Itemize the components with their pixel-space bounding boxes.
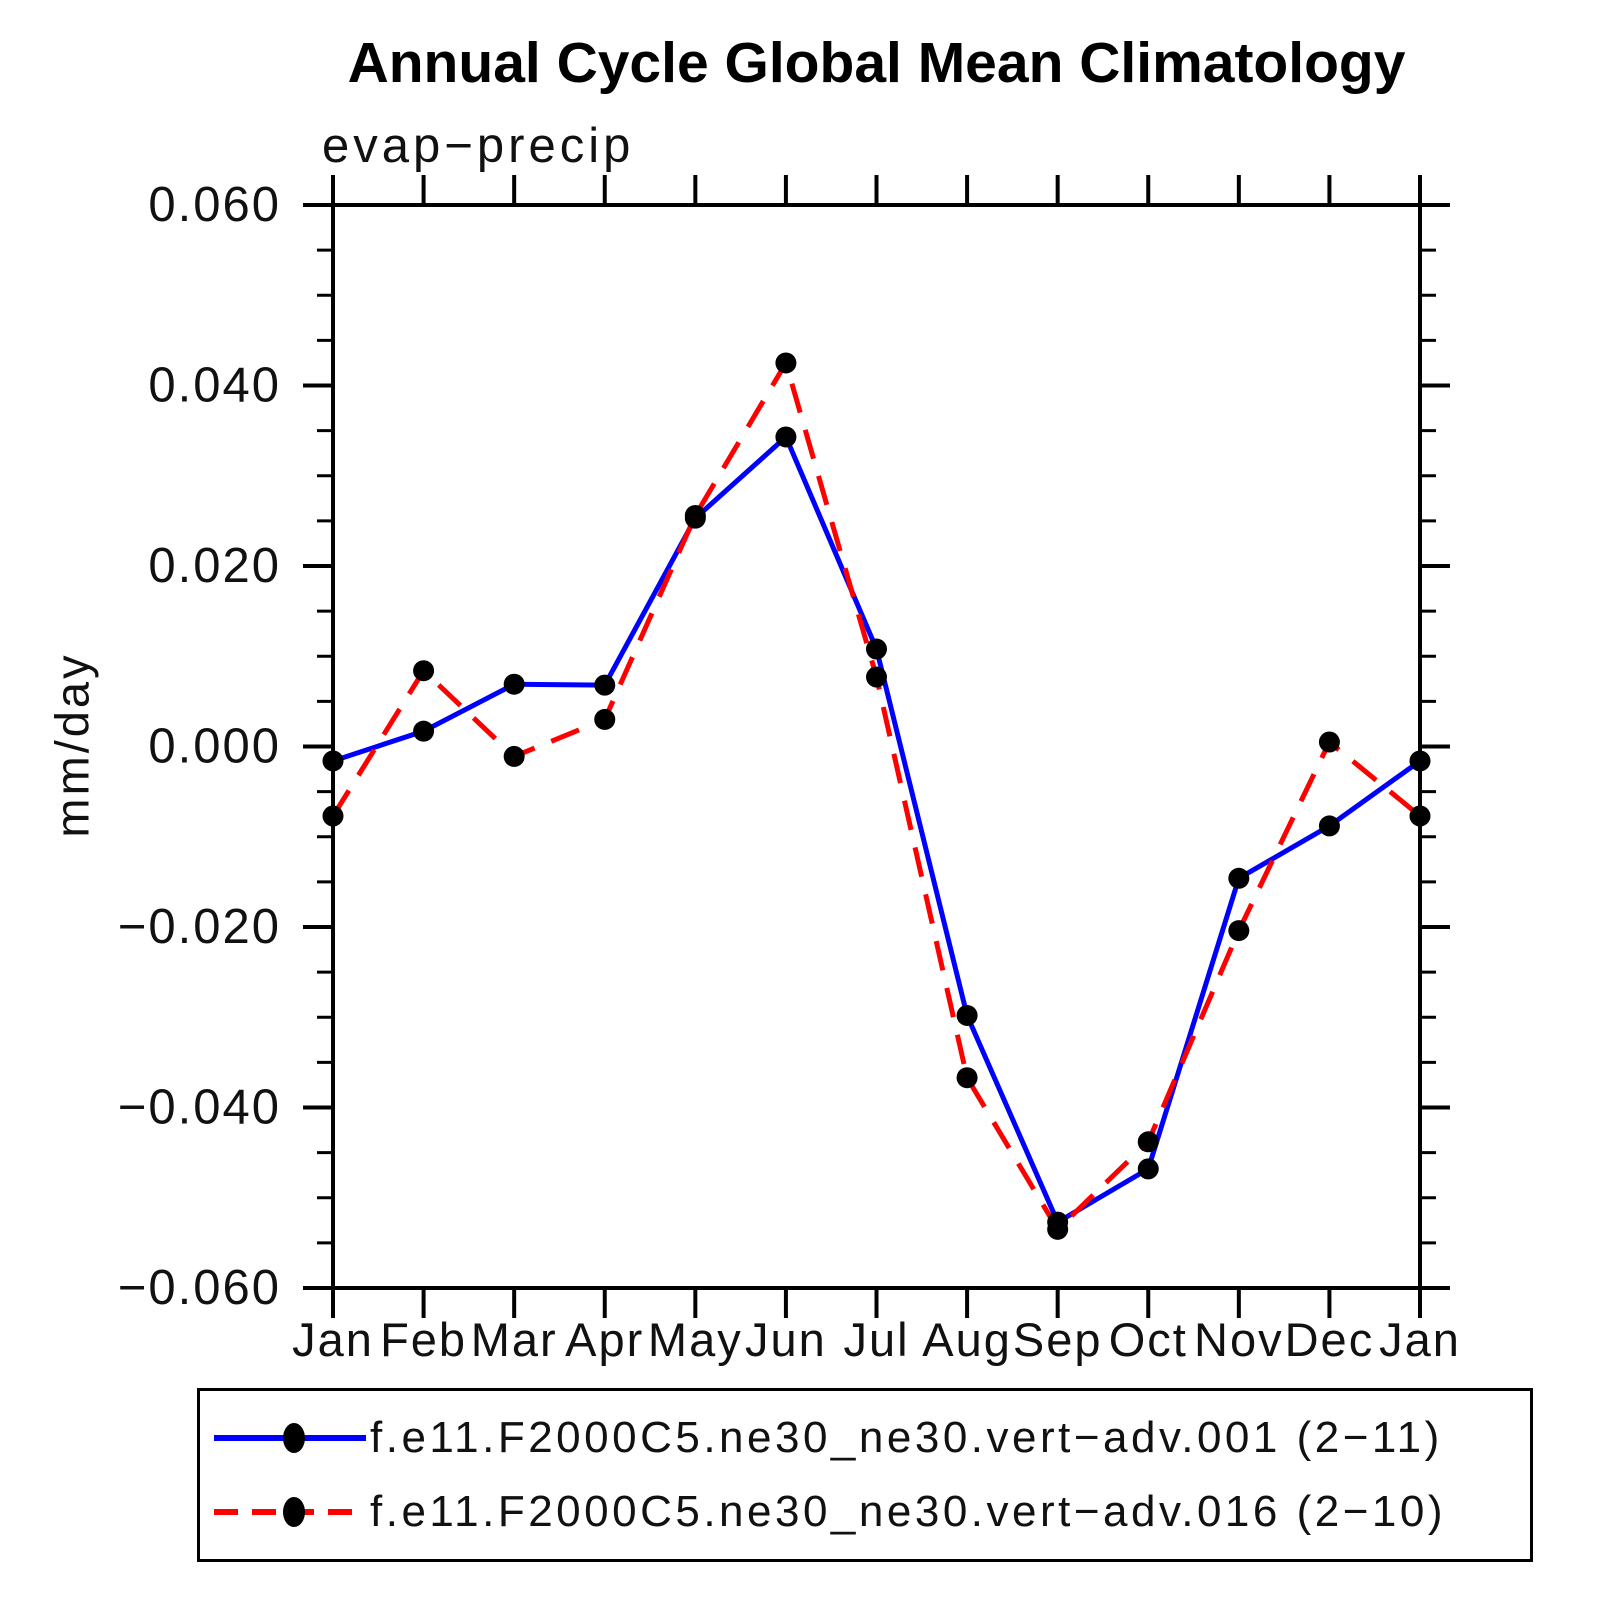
legend-row: f.e11.F2000C5.ne30_ne30.vert−adv.016 (2−… [210, 1480, 1530, 1544]
x-tick-label: Sep [1013, 1313, 1103, 1366]
x-tick-label: Mar [471, 1313, 558, 1366]
series-line-1 [330, 356, 1422, 1234]
data-point-marker [1137, 1158, 1159, 1180]
legend: f.e11.F2000C5.ne30_ne30.vert−adv.001 (2−… [197, 1388, 1533, 1562]
x-tick-label: Jul [843, 1313, 909, 1366]
data-point-marker [775, 426, 797, 448]
data-point-marker [956, 1067, 978, 1089]
plot-frame [331, 203, 1422, 1290]
data-point-marker [503, 745, 525, 767]
y-tick-label: 0.040 [148, 359, 281, 413]
chart-title: Annual Cycle Global Mean Climatology [347, 31, 1406, 95]
x-tick-label: Oct [1109, 1313, 1188, 1366]
data-point-marker [322, 750, 344, 772]
y-tick-label: −0.060 [118, 1261, 281, 1315]
data-point-marker [503, 673, 525, 695]
legend-row: f.e11.F2000C5.ne30_ne30.vert−adv.001 (2−… [210, 1406, 1530, 1470]
data-point-marker [866, 666, 887, 688]
x-tick-label: Apr [565, 1313, 644, 1366]
y-tick-label: 0.020 [148, 539, 281, 593]
y-tick-label: −0.040 [118, 1081, 281, 1135]
data-point-marker [594, 708, 616, 730]
legend-marker-icon [283, 1497, 305, 1527]
x-tick-label: Nov [1194, 1313, 1284, 1366]
x-tick-label: Dec [1285, 1313, 1375, 1366]
data-point-marker [1318, 815, 1340, 837]
data-point-marker [1228, 867, 1250, 889]
legend-sample-solid-line-icon [214, 1423, 366, 1453]
data-point-marker [322, 805, 344, 827]
data-point-marker [1409, 750, 1431, 772]
legend-label-series-1: f.e11.F2000C5.ne30_ne30.vert−adv.001 (2−… [370, 1413, 1443, 1462]
x-tick-label: May [648, 1313, 743, 1366]
data-point-marker [956, 1004, 978, 1026]
x-tick-label: Jan [292, 1313, 374, 1366]
chart-subtitle: evap−precip [322, 119, 635, 173]
data-point-marker [1137, 1131, 1159, 1153]
data-point-marker [594, 674, 616, 696]
data-point-marker [413, 720, 435, 742]
legend-label-series-2: f.e11.F2000C5.ne30_ne30.vert−adv.016 (2−… [370, 1487, 1447, 1536]
series-line-0 [332, 432, 1422, 1226]
data-point-marker [866, 638, 887, 660]
data-point-marker [684, 504, 706, 526]
x-tick-label: Aug [922, 1313, 1012, 1366]
data-point-marker [775, 352, 797, 374]
data-point-marker [1318, 731, 1340, 753]
y-tick-label: −0.020 [118, 900, 281, 954]
data-point-marker [1409, 805, 1431, 827]
x-tick-label: Jan [1379, 1313, 1461, 1366]
data-point-marker [413, 660, 435, 682]
data-point-marker [1228, 920, 1250, 942]
legend-sample-dashed-line-icon [214, 1497, 366, 1527]
data-point-marker [1047, 1218, 1069, 1240]
legend-marker-icon [283, 1423, 305, 1453]
x-tick-label: Feb [380, 1313, 467, 1366]
y-tick-label: 0.000 [148, 720, 281, 774]
y-tick-label: 0.060 [148, 178, 281, 232]
x-tick-label: Jun [745, 1313, 827, 1366]
